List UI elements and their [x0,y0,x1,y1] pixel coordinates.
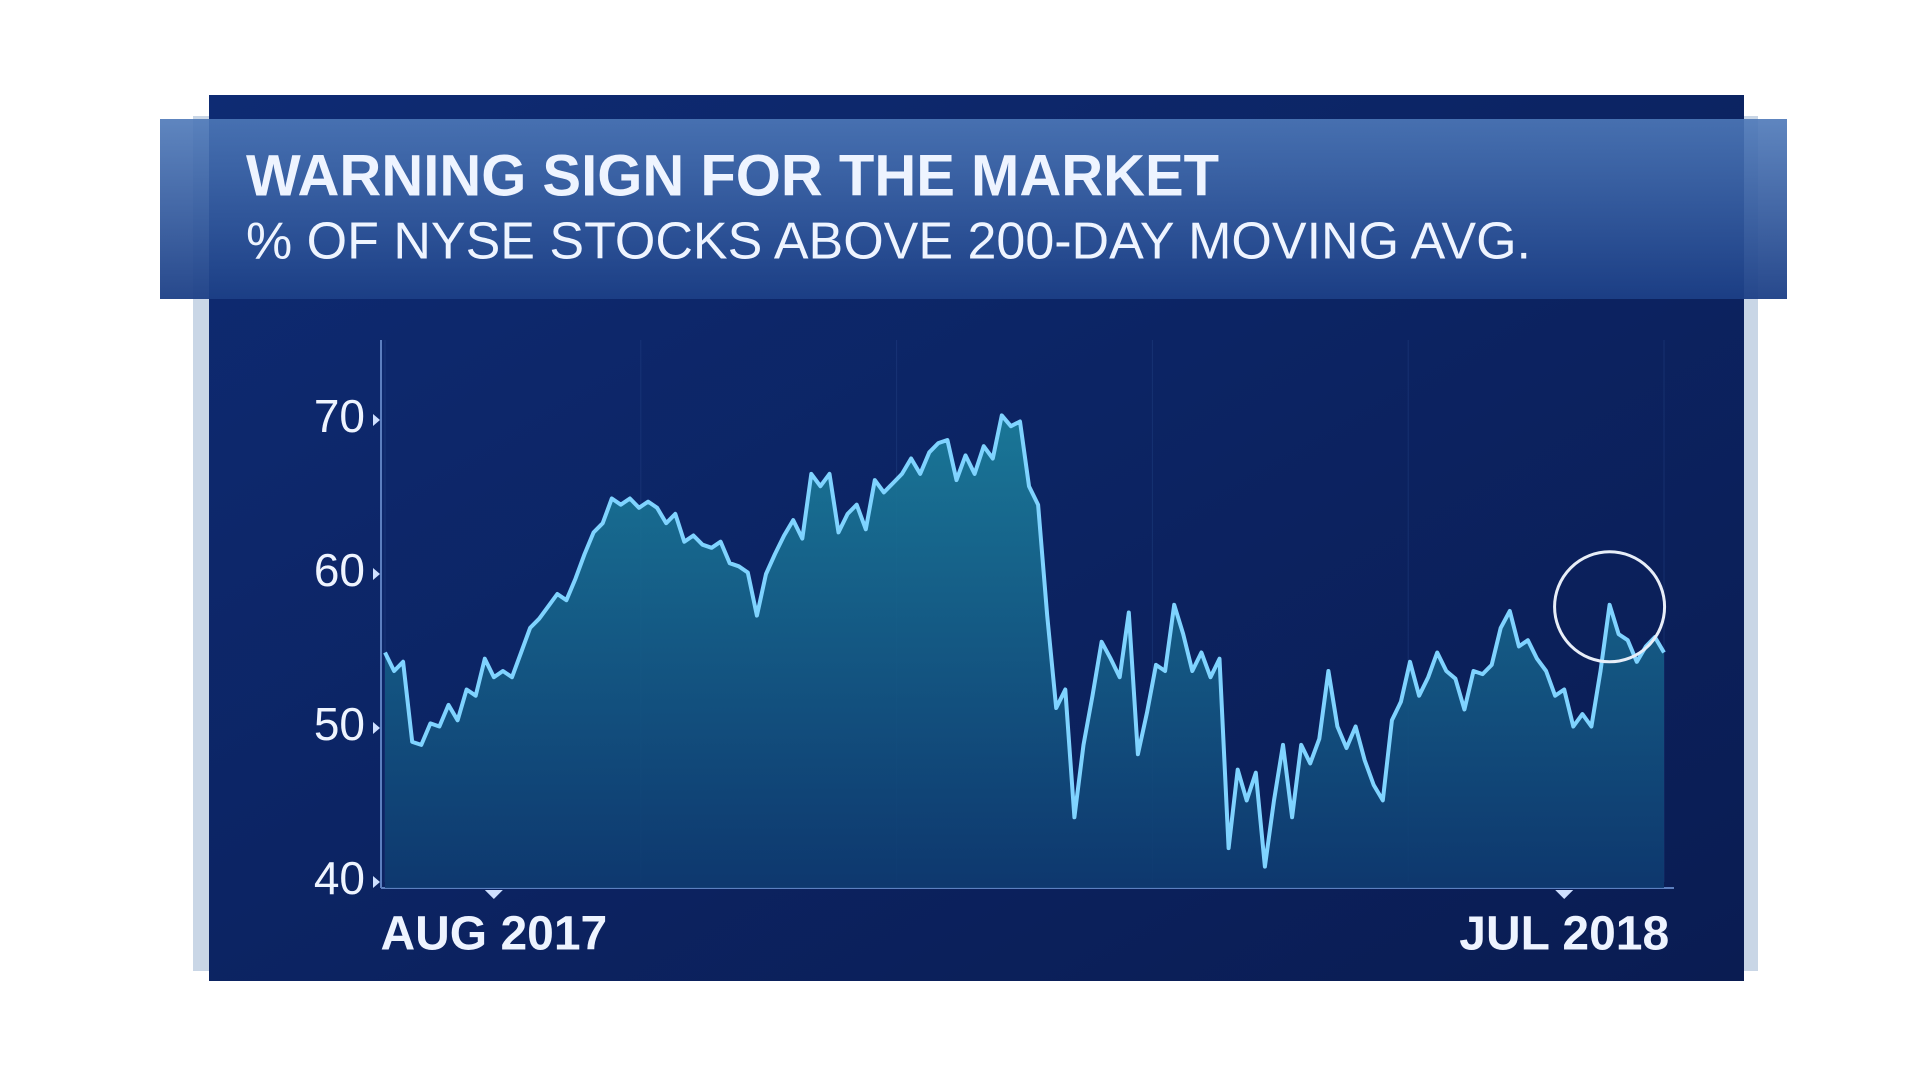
y-tick-mark [373,876,380,888]
y-tick-label: 50 [314,698,365,750]
x-tick-mark [1555,890,1574,899]
area [385,415,1664,888]
chart-title: WARNING SIGN FOR THE MARKET [246,143,1219,208]
y-tick-label: 60 [314,544,365,596]
y-tick-label: 70 [314,390,365,442]
x-tick-label: JUL 2018 [1459,908,1669,961]
x-tick-label: AUG 2017 [380,908,607,961]
plot: 40 50 60 70 AUG 2017 JUL 2018 [314,340,1674,961]
chart-subtitle: % OF NYSE STOCKS ABOVE 200-DAY MOVING AV… [246,213,1531,271]
y-tick-mark [373,414,380,426]
line [383,413,1666,869]
y-tick-mark [373,722,380,734]
y-tick-mark [373,568,380,580]
highlight-circle [1553,550,1667,664]
y-tick-label: 40 [314,852,365,904]
title-banner [160,119,1787,299]
x-tick-mark [484,890,503,899]
